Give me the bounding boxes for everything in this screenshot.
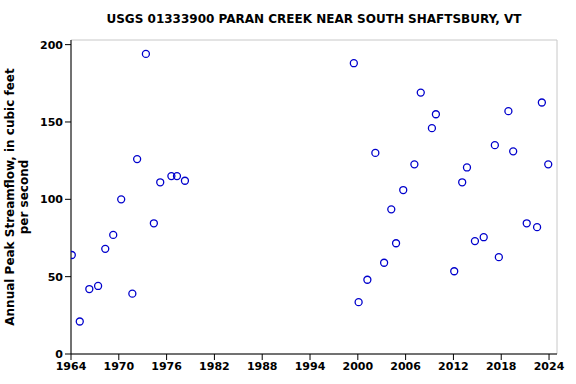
svg-text:1988: 1988 (247, 360, 278, 373)
svg-text:2018: 2018 (486, 360, 517, 373)
svg-text:0: 0 (55, 348, 63, 361)
svg-text:200: 200 (40, 39, 63, 52)
svg-text:2024: 2024 (534, 360, 565, 373)
svg-text:1982: 1982 (199, 360, 230, 373)
svg-text:2006: 2006 (390, 360, 421, 373)
html-text:USGS 01333900 PARAN CREEK NEAR: USGS 01333900 PARAN CREEK NEAR SOUTH SHA… (106, 12, 522, 26)
svg-text:per second: per second (17, 160, 31, 235)
svg-text:1976: 1976 (151, 360, 182, 373)
svg-text:1994: 1994 (295, 360, 326, 373)
svg-text:1964: 1964 (56, 360, 87, 373)
svg-text:50: 50 (48, 271, 64, 284)
svg-text:1970: 1970 (103, 360, 134, 373)
svg-text:100: 100 (40, 193, 63, 206)
svg-text:Annual Peak Streamflow, in cub: Annual Peak Streamflow, in cubic feet (8, 68, 17, 326)
svg-text:2012: 2012 (438, 360, 469, 373)
svg-text:150: 150 (40, 116, 63, 129)
svg-text:2000: 2000 (343, 360, 374, 373)
